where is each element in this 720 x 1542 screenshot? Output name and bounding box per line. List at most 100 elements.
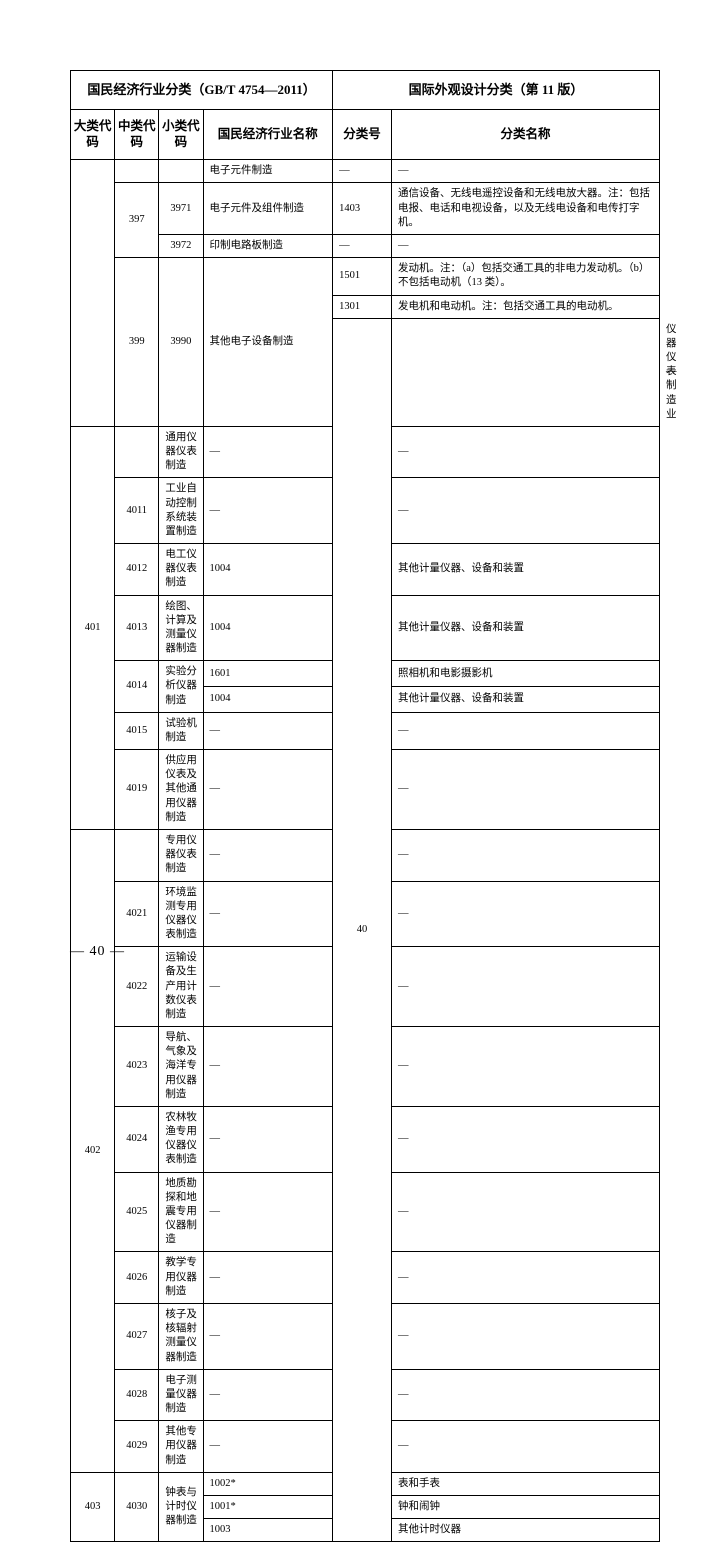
classification-table: 国民经济行业分类（GB/T 4754—2011） 国际外观设计分类（第 11 版… xyxy=(70,70,660,1542)
cell-industry-name: 电子元件制造 xyxy=(203,160,333,183)
cell-minor-code: 3972 xyxy=(159,234,203,257)
cell-minor-code: 4029 xyxy=(115,1421,159,1473)
cell-medium-code: 402 xyxy=(71,830,115,1473)
cell-class-name: 其他计量仪器、设备和装置 xyxy=(391,595,659,661)
cell-medium-code xyxy=(115,160,159,183)
cell-class-number: — xyxy=(333,234,392,257)
cell-class-number: — xyxy=(203,947,333,1027)
cell-class-number: 1001* xyxy=(203,1495,333,1518)
cell-industry-name: 导航、气象及海洋专用仪器制造 xyxy=(159,1027,203,1107)
cell-class-number: — xyxy=(203,426,333,478)
cell-minor-code: 4030 xyxy=(115,1472,159,1542)
cell-industry-name: 农林牧渔专用仪器仪表制造 xyxy=(159,1106,203,1172)
cell-industry-name: 其他专用仪器制造 xyxy=(159,1421,203,1473)
cell-class-name: — xyxy=(391,750,659,830)
cell-medium-code: 401 xyxy=(71,426,115,829)
cell-class-name: — xyxy=(391,1421,659,1473)
cell-medium-code: 403 xyxy=(71,1472,115,1542)
cell-industry-name: 供应用仪表及其他通用仪器制造 xyxy=(159,750,203,830)
cell-class-name: — xyxy=(391,1369,659,1421)
cell-class-number: — xyxy=(203,750,333,830)
cell-class-name: — xyxy=(391,712,659,749)
cell-minor-code: 3990 xyxy=(159,258,203,427)
cell-class-number: — xyxy=(203,1303,333,1369)
cell-class-name: — xyxy=(391,1106,659,1172)
cell-industry-name: 其他电子设备制造 xyxy=(203,258,333,427)
table-row: 3973971电子元件及组件制造1403通信设备、无线电遥控设备和无线电放大器。… xyxy=(71,183,660,235)
header-col-classnum: 分类号 xyxy=(333,109,392,160)
table-row: 电子元件制造—— xyxy=(71,160,660,183)
cell-class-number: 1004 xyxy=(203,544,333,596)
cell-class-name: — xyxy=(391,234,659,257)
cell-minor-code: 4019 xyxy=(115,750,159,830)
cell-industry-name: 电子元件及组件制造 xyxy=(203,183,333,235)
cell-major-code xyxy=(71,160,115,427)
cell-industry-name: 钟表与计时仪器制造 xyxy=(159,1472,203,1542)
cell-class-number: — xyxy=(203,1369,333,1421)
cell-industry-name: 工业自动控制系统装置制造 xyxy=(159,478,203,544)
cell-industry-name: 试验机制造 xyxy=(159,712,203,749)
cell-class-name: — xyxy=(391,1172,659,1252)
cell-minor-code: 4011 xyxy=(115,478,159,544)
cell-industry-name: 地质勘探和地震专用仪器制造 xyxy=(159,1172,203,1252)
header-right-main: 国际外观设计分类（第 11 版） xyxy=(333,71,660,110)
cell-minor-code: 4021 xyxy=(115,881,159,947)
cell-minor-code xyxy=(159,160,203,183)
header-col-classname: 分类名称 xyxy=(391,109,659,160)
cell-medium-code: 397 xyxy=(115,183,159,258)
cell-class-name: — xyxy=(391,947,659,1027)
cell-minor-code: 4013 xyxy=(115,595,159,661)
cell-class-name: 其他计时仪器 xyxy=(391,1519,659,1542)
cell-class-number: 1501 xyxy=(333,258,392,295)
header-left-main: 国民经济行业分类（GB/T 4754—2011） xyxy=(71,71,333,110)
cell-industry-name: 印制电路板制造 xyxy=(203,234,333,257)
cell-class-name: — xyxy=(391,160,659,183)
cell-minor-code: 4028 xyxy=(115,1369,159,1421)
cell-class-number: 1601 xyxy=(203,661,333,687)
header-col-minor: 小类代码 xyxy=(159,109,203,160)
cell-minor-code: 4012 xyxy=(115,544,159,596)
page-number: — 40 — xyxy=(70,944,125,960)
cell-class-name: — xyxy=(391,881,659,947)
cell-minor-code: 4027 xyxy=(115,1303,159,1369)
cell-class-name: — xyxy=(391,426,659,478)
header-col-medium: 中类代码 xyxy=(115,109,159,160)
header-col-major: 大类代码 xyxy=(71,109,115,160)
cell-class-name: 照相机和电影摄影机 xyxy=(391,661,659,687)
cell-minor-code: 4024 xyxy=(115,1106,159,1172)
cell-industry-name: 运输设备及生产用计数仪表制造 xyxy=(159,947,203,1027)
cell-industry-name: 实验分析仪器制造 xyxy=(159,661,203,713)
cell-minor-code: 4023 xyxy=(115,1027,159,1107)
cell-class-name: 发电机和电动机。注：包括交通工具的电动机。 xyxy=(391,295,659,318)
cell-minor-code: 3971 xyxy=(159,183,203,235)
cell-industry-name: 绘图、计算及测量仪器制造 xyxy=(159,595,203,661)
cell-class-number: — xyxy=(333,160,392,183)
cell-class-number: 1003 xyxy=(203,1519,333,1542)
cell-industry-name: 核子及核辐射测量仪器制造 xyxy=(159,1303,203,1369)
cell-class-name: — xyxy=(391,830,659,882)
cell-class-number: — xyxy=(203,1172,333,1252)
cell-industry-name: 通用仪器仪表制造 xyxy=(159,426,203,478)
table-row: 3972印制电路板制造—— xyxy=(71,234,660,257)
cell-medium-code xyxy=(391,318,659,426)
cell-class-number: 1004 xyxy=(203,687,333,713)
cell-medium-code: 399 xyxy=(115,258,159,427)
cell-minor-code xyxy=(115,830,159,882)
cell-minor-code: 4025 xyxy=(115,1172,159,1252)
cell-class-number: — xyxy=(203,478,333,544)
cell-class-name: — xyxy=(391,1027,659,1107)
cell-class-name: 钟和闹钟 xyxy=(391,1495,659,1518)
cell-class-number: — xyxy=(203,881,333,947)
table-body: 电子元件制造——3973971电子元件及组件制造1403通信设备、无线电遥控设备… xyxy=(71,160,660,1542)
cell-class-name: — xyxy=(391,1252,659,1304)
cell-class-name: 其他计量仪器、设备和装置 xyxy=(391,687,659,713)
document-page: 国民经济行业分类（GB/T 4754—2011） 国际外观设计分类（第 11 版… xyxy=(0,0,720,1542)
cell-class-name: 表和手表 xyxy=(391,1472,659,1495)
table-row: 3993990其他电子设备制造1501发动机。注：（a）包括交通工具的非电力发动… xyxy=(71,258,660,295)
cell-class-name: 其他计量仪器、设备和装置 xyxy=(391,544,659,596)
cell-minor-code xyxy=(115,426,159,478)
header-col-industry: 国民经济行业名称 xyxy=(203,109,333,160)
cell-class-number: — xyxy=(203,830,333,882)
cell-industry-name: 电工仪器仪表制造 xyxy=(159,544,203,596)
cell-class-name: 发动机。注：（a）包括交通工具的非电力发动机。（b）不包括电动机（13 类）。 xyxy=(391,258,659,295)
